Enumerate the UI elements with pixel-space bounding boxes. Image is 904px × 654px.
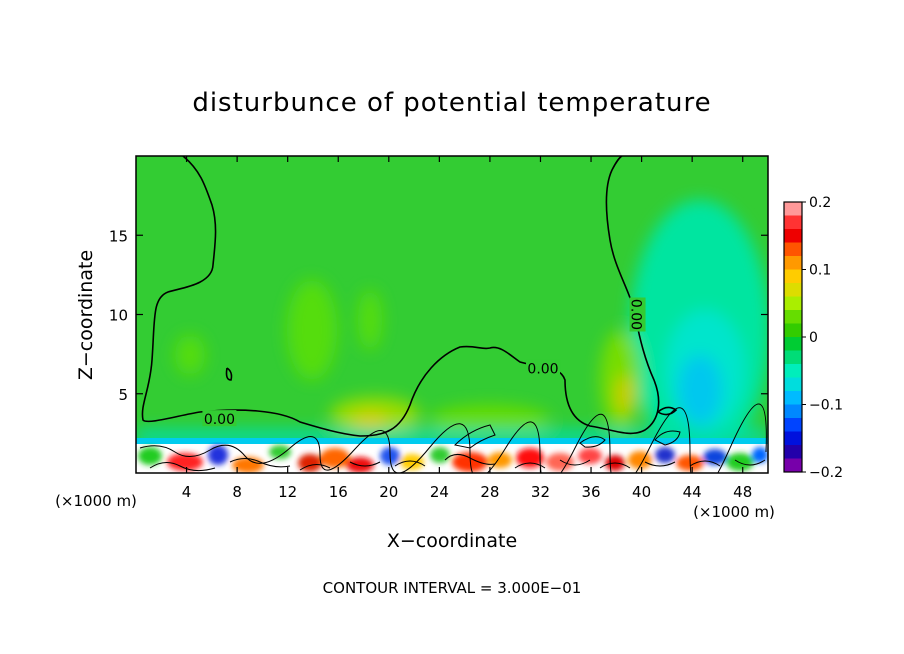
x-unit-left: (×1000 m) bbox=[55, 492, 137, 510]
x-tick-label: 28 bbox=[480, 483, 499, 501]
y-axis-title: Z−coordinate bbox=[75, 250, 97, 380]
x-tick-label: 48 bbox=[733, 483, 752, 501]
contour-label-bg bbox=[526, 359, 561, 376]
y-tick-label: 10 bbox=[109, 307, 128, 325]
x-axis: 4 8 12 16 20 24 28 32 36 40 44 48 bbox=[182, 156, 752, 501]
colorbar-segment bbox=[784, 269, 802, 284]
x-tick-label: 16 bbox=[329, 483, 348, 501]
contour-label: 0.00 bbox=[527, 361, 558, 377]
colorbar-segment bbox=[784, 337, 802, 351]
chart-title: disturbunce of potential temperature bbox=[192, 88, 711, 118]
zero-contour bbox=[141, 156, 678, 437]
colorbar-segment bbox=[784, 431, 802, 446]
x-tick-label: 8 bbox=[232, 483, 242, 501]
x-tick-label: 4 bbox=[182, 483, 192, 501]
colorbar-segment bbox=[784, 418, 802, 432]
colorbar-segment bbox=[784, 458, 802, 473]
colorbar-tick-label: 0.2 bbox=[809, 195, 831, 211]
contour-labels: 0.00 0.00 0.00 bbox=[202, 297, 646, 428]
colorbar-segment bbox=[784, 404, 802, 419]
colorbar-segment bbox=[784, 350, 802, 365]
colorbar-segment bbox=[784, 364, 802, 378]
x-tick-label: 12 bbox=[278, 483, 297, 501]
y-axis: 5 10 15 bbox=[109, 227, 768, 404]
colorbar-tick-label: 0.1 bbox=[809, 263, 831, 279]
contour-label: 0.00 bbox=[628, 299, 644, 330]
colorbar-segment bbox=[784, 229, 802, 243]
y-tick-label: 5 bbox=[118, 386, 128, 404]
x-tick-label: 40 bbox=[632, 483, 651, 501]
colorbar-segment bbox=[784, 310, 802, 324]
x-axis-title: X−coordinate bbox=[387, 530, 517, 552]
colorbar-tick-label: −0.1 bbox=[809, 398, 843, 414]
contour-label: 0.00 bbox=[204, 412, 235, 428]
colorbar-segment bbox=[784, 445, 802, 459]
x-tick-label: 36 bbox=[581, 483, 600, 501]
x-tick-label: 44 bbox=[683, 483, 702, 501]
colorbar-segment bbox=[784, 377, 802, 392]
contour-interval-note: CONTOUR INTERVAL = 3.000E−01 bbox=[323, 579, 582, 597]
colorbar-segment bbox=[784, 242, 802, 257]
lower-layer bbox=[136, 403, 768, 473]
colorbar-segment bbox=[784, 215, 802, 230]
colorbar-segment bbox=[784, 391, 802, 405]
plot-area: 0.00 0.00 0.00 bbox=[136, 156, 768, 473]
contour-label-bg bbox=[202, 410, 237, 427]
x-unit-right: (×1000 m) bbox=[693, 503, 775, 521]
contour-label-bg bbox=[629, 297, 646, 332]
x-tick-label: 32 bbox=[531, 483, 550, 501]
x-tick-label: 24 bbox=[430, 483, 449, 501]
colorbar-tick-label: 0 bbox=[809, 330, 818, 346]
colorbar-tick-label: −0.2 bbox=[809, 465, 843, 481]
colorbar-segment bbox=[784, 202, 802, 216]
x-tick-label: 20 bbox=[379, 483, 398, 501]
colorbar-segment bbox=[784, 283, 802, 297]
colorbar-segment bbox=[784, 323, 802, 338]
colorbar: 0.2 0.1 0 −0.1 −0.2 bbox=[783, 195, 843, 481]
colorbar-segment bbox=[784, 296, 802, 311]
y-tick-label: 15 bbox=[109, 227, 128, 245]
colorbar-segment bbox=[784, 256, 802, 270]
